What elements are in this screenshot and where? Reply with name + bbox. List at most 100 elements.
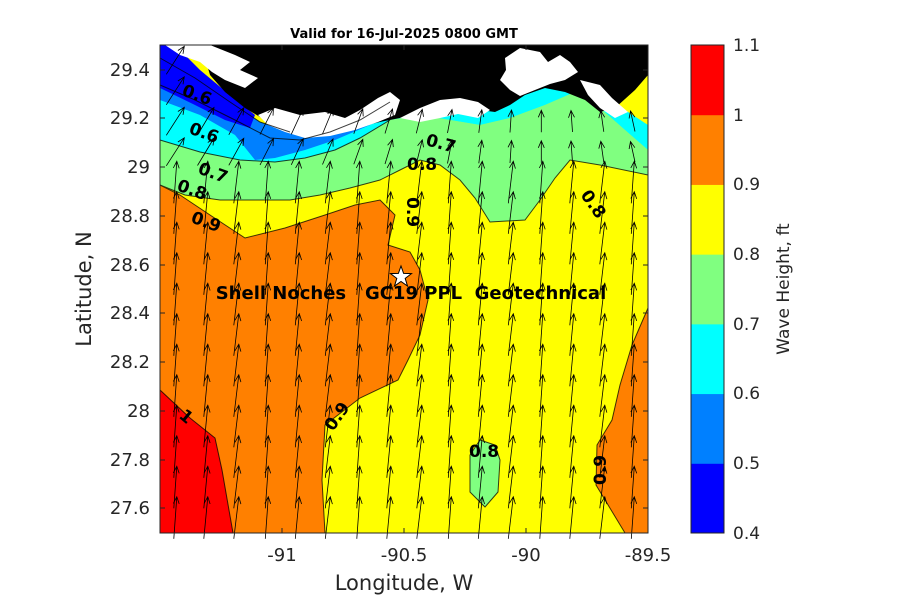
y-tick-label: 29.2 <box>110 108 150 129</box>
wave-direction-arrow <box>294 495 302 539</box>
contour-lines <box>159 57 649 534</box>
y-tick-label: 29 <box>127 157 150 178</box>
wave-direction-arrow <box>203 160 211 204</box>
y-tick-label: 28.8 <box>110 206 150 227</box>
wave-direction-arrow <box>384 138 394 165</box>
y-tick-label: 28 <box>127 401 150 422</box>
marsh-area-west <box>165 45 258 88</box>
colorbar-tick-label: 1.1 <box>733 36 760 56</box>
wave-direction-arrow <box>507 495 516 539</box>
wave-direction-arrow <box>294 160 302 204</box>
contour-fill-0.9-1.0-west <box>160 185 428 533</box>
contour-label: 0.9 <box>402 197 422 227</box>
contour-label: 0.9 <box>591 455 611 485</box>
wave-direction-arrow <box>477 282 485 326</box>
wave-direction-arrow <box>507 108 515 133</box>
wave-direction-arrow <box>599 282 608 326</box>
wave-direction-arrow <box>324 160 333 204</box>
wave-direction-arrow <box>477 373 485 417</box>
wave-direction-arrow <box>569 465 577 509</box>
wave-direction-arrow <box>477 495 485 539</box>
axis-ticks <box>160 45 649 533</box>
wave-direction-arrow <box>569 282 577 326</box>
wave-direction-arrow <box>386 404 394 448</box>
marsh-area-east <box>580 80 628 118</box>
wave-direction-arrow <box>599 312 608 356</box>
wave-direction-arrow <box>477 251 485 295</box>
wave-direction-arrow <box>599 404 608 448</box>
x-tick-label: -91 <box>267 545 296 566</box>
wave-direction-arrow <box>324 373 333 417</box>
site-star-marker <box>389 264 413 288</box>
wave-direction-arrow <box>569 495 577 539</box>
wave-direction-arrow <box>294 282 302 326</box>
wave-direction-arrow <box>507 434 516 478</box>
y-axis-label: Latitude, N <box>72 231 96 347</box>
wave-direction-arrow <box>233 343 242 387</box>
wave-direction-arrow <box>477 404 485 448</box>
wave-direction-arrow <box>598 140 606 163</box>
colorbar-tick-label: 0.8 <box>733 245 760 265</box>
colorbar-tick-label: 0.7 <box>733 315 760 335</box>
wave-direction-arrow <box>415 138 424 164</box>
wave-direction-arrow <box>290 107 304 135</box>
wave-direction-arrow <box>569 160 577 204</box>
wave-direction-arrow <box>386 495 394 539</box>
wave-direction-arrow <box>477 190 485 234</box>
wave-direction-arrow <box>599 221 608 265</box>
wave-direction-arrow <box>233 312 242 356</box>
wave-direction-arrow <box>416 160 425 204</box>
x-tick-label: -90 <box>511 545 540 566</box>
wave-direction-arrow <box>259 107 274 135</box>
wave-direction-arrow <box>228 106 245 135</box>
marsh-area-coast <box>400 98 490 122</box>
wave-direction-arrow <box>416 190 425 234</box>
wave-direction-arrow <box>324 190 333 234</box>
wave-direction-arrow <box>386 343 394 387</box>
wave-direction-arrow <box>324 221 333 265</box>
wave-direction-arrow <box>507 221 516 265</box>
wave-direction-arrow <box>233 221 242 265</box>
wave-direction-arrow <box>294 251 302 295</box>
contour-fill-0.7-0.8-north <box>160 92 648 222</box>
wave-direction-arrow <box>569 251 577 295</box>
wave-direction-arrow <box>416 251 425 295</box>
marsh-area-delta <box>500 48 578 96</box>
wave-direction-arrow <box>628 109 636 132</box>
wave-direction-arrow <box>507 282 516 326</box>
wave-direction-arrow <box>233 190 242 234</box>
x-tick-label: -90.5 <box>381 545 428 566</box>
y-tick-label: 27.6 <box>110 498 150 519</box>
wave-direction-arrow <box>477 221 485 265</box>
colorbar-swatch <box>691 323 724 395</box>
wave-direction-arrow <box>197 137 215 166</box>
x-tick-label: -89.5 <box>625 545 672 566</box>
wave-direction-arrow <box>324 282 333 326</box>
wave-direction-arrow <box>322 107 334 135</box>
colorbar-tick-label: 1 <box>733 106 744 126</box>
wave-direction-arrow <box>569 343 577 387</box>
wave-direction-arrow <box>324 312 333 356</box>
wave-direction-arrow <box>628 140 636 163</box>
wave-direction-arrow <box>386 465 394 509</box>
wave-direction-arrow <box>203 312 211 356</box>
wave-direction-arrow <box>569 434 577 478</box>
colorbar-frame <box>690 44 725 534</box>
wave-direction-arrow <box>569 373 577 417</box>
figure-title: Valid for 16-Jul-2025 0800 GMT <box>290 27 518 42</box>
wave-direction-arrow <box>599 465 608 509</box>
wave-direction-arrow <box>416 465 425 509</box>
wave-direction-arrow <box>233 251 242 295</box>
wave-direction-arrow <box>416 495 425 539</box>
wave-direction-arrow <box>203 282 211 326</box>
wave-direction-arrow <box>324 343 333 387</box>
wave-direction-arrow <box>294 434 302 478</box>
wave-direction-arrow <box>294 343 302 387</box>
wave-direction-arrow <box>203 190 211 234</box>
wave-direction-arrow <box>598 109 606 132</box>
wave-direction-arrow <box>386 312 394 356</box>
wave-direction-arrow <box>507 190 516 234</box>
site-label: Shell Noches GC19 PPL Geotechnical <box>216 283 607 304</box>
wave-direction-arrow <box>165 45 185 75</box>
wave-direction-arrow <box>416 404 425 448</box>
